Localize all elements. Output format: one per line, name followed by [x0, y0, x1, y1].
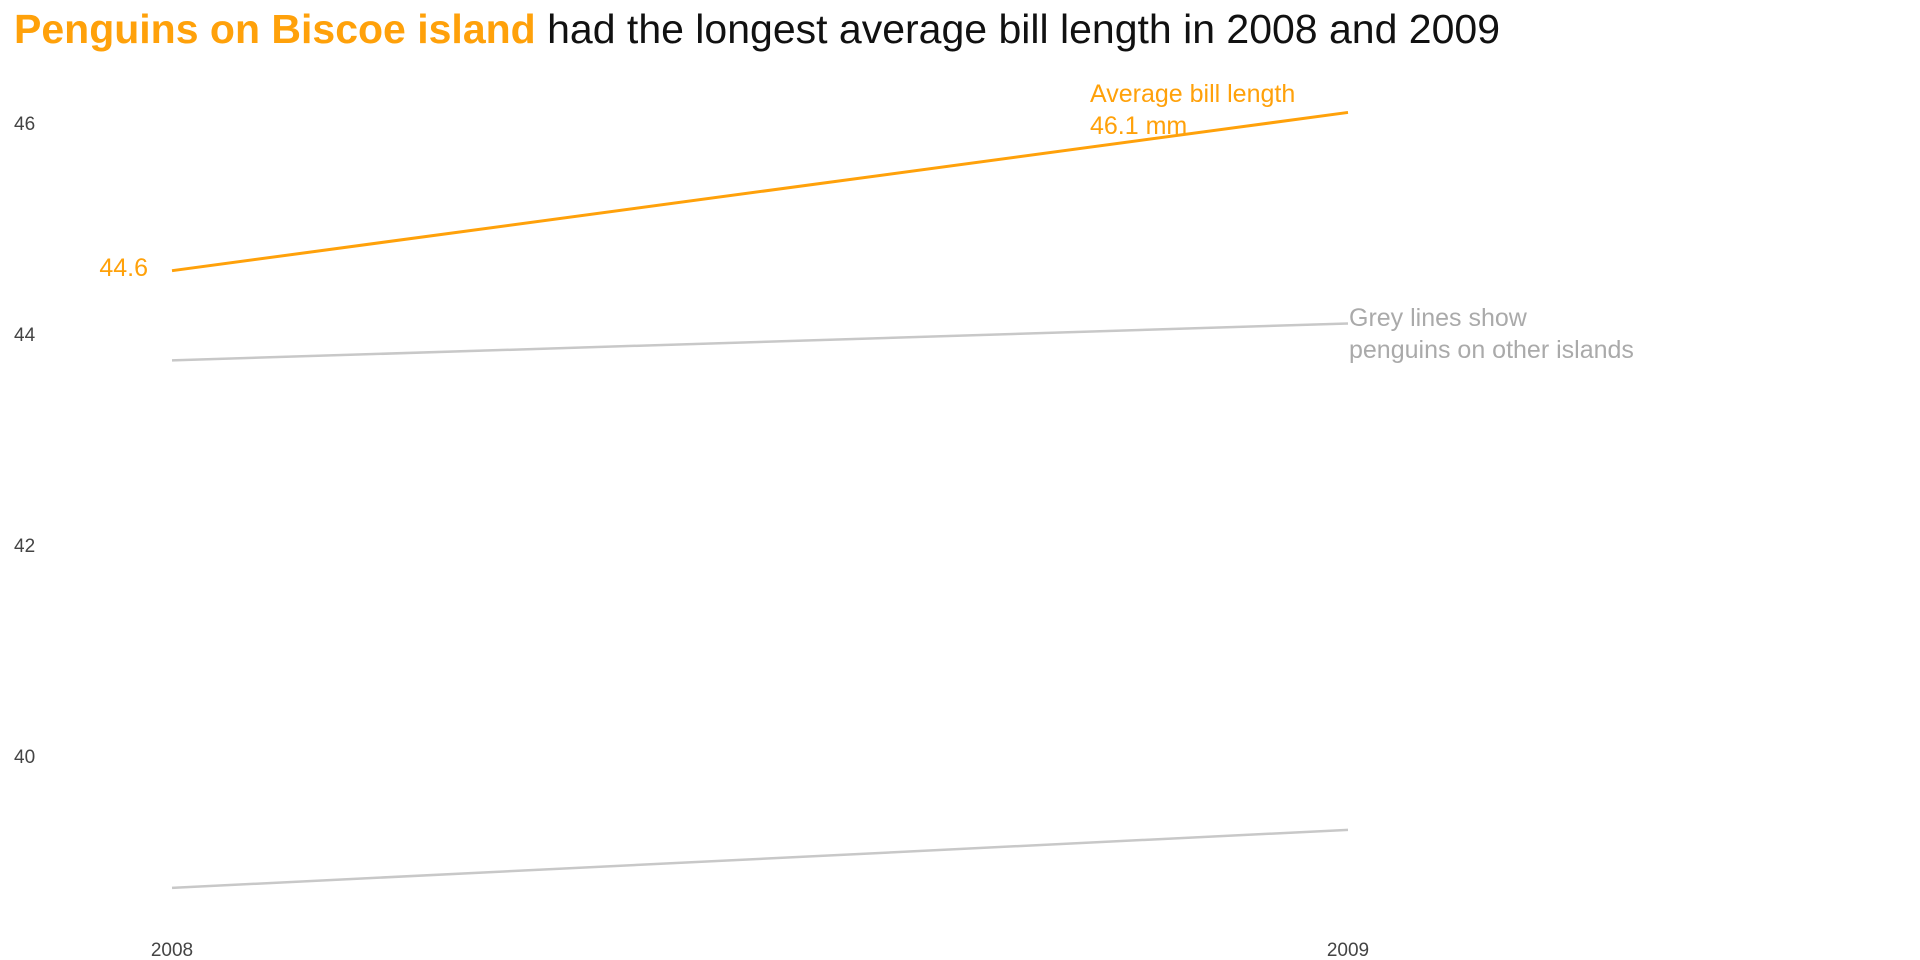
start-value-label: 44.6: [99, 254, 148, 282]
y-tick-label: 46: [14, 114, 35, 135]
y-tick-label: 42: [14, 536, 35, 557]
y-tick-label: 44: [14, 325, 36, 346]
x-tick-label: 2008: [151, 940, 193, 960]
x-axis-ticks: 2008 2009: [151, 940, 1369, 960]
chart-title: Penguins on Biscoe island had the longes…: [14, 6, 1500, 53]
chart-title-rest: had the longest average bill length in 2…: [547, 6, 1500, 52]
series-line-highlight: [171, 110, 1349, 273]
series-group: [171, 110, 1349, 890]
series-line-context: [171, 828, 1349, 890]
series-line-context: [171, 322, 1349, 362]
grey-label-line2: penguins on other islands: [1349, 336, 1634, 364]
y-tick-label: 40: [14, 747, 35, 768]
x-tick-label: 2009: [1327, 940, 1369, 960]
grey-label-line1: Grey lines show: [1349, 304, 1528, 332]
chart-title-highlight: Penguins on Biscoe island: [14, 6, 536, 52]
highlight-label-line1: Average bill length: [1090, 80, 1295, 108]
y-axis-ticks: 40 42 44 46: [14, 114, 36, 768]
highlight-label-line2: 46.1 mm: [1090, 112, 1187, 140]
